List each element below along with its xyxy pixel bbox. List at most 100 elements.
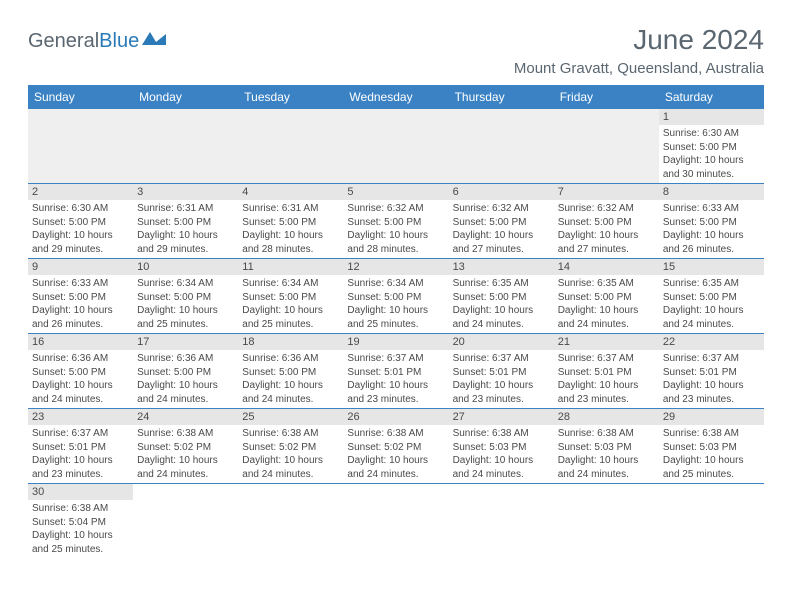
sunset-text: Sunset: 5:00 PM bbox=[558, 216, 655, 230]
daylight-text: and 23 minutes. bbox=[558, 393, 655, 407]
sunset-text: Sunset: 5:00 PM bbox=[663, 216, 760, 230]
sunrise-text: Sunrise: 6:38 AM bbox=[32, 502, 129, 516]
sunrise-text: Sunrise: 6:38 AM bbox=[347, 427, 444, 441]
daylight-text: Daylight: 10 hours bbox=[137, 454, 234, 468]
sunset-text: Sunset: 5:03 PM bbox=[663, 441, 760, 455]
sunset-text: Sunset: 5:02 PM bbox=[347, 441, 444, 455]
cell-body: Sunrise: 6:38 AMSunset: 5:02 PMDaylight:… bbox=[238, 425, 343, 483]
sunset-text: Sunset: 5:00 PM bbox=[242, 291, 339, 305]
daylight-text: and 23 minutes. bbox=[663, 393, 760, 407]
daylight-text: Daylight: 10 hours bbox=[347, 379, 444, 393]
daylight-text: Daylight: 10 hours bbox=[558, 454, 655, 468]
calendar-cell bbox=[343, 109, 448, 183]
sunset-text: Sunset: 5:03 PM bbox=[558, 441, 655, 455]
daylight-text: and 26 minutes. bbox=[32, 318, 129, 332]
calendar: SundayMondayTuesdayWednesdayThursdayFrid… bbox=[28, 85, 764, 558]
daylight-text: Daylight: 10 hours bbox=[663, 454, 760, 468]
day-number: 22 bbox=[659, 334, 764, 350]
daylight-text: and 23 minutes. bbox=[347, 393, 444, 407]
daylight-text: and 24 minutes. bbox=[242, 393, 339, 407]
sunrise-text: Sunrise: 6:33 AM bbox=[663, 202, 760, 216]
week-row: 23Sunrise: 6:37 AMSunset: 5:01 PMDayligh… bbox=[28, 409, 764, 484]
daylight-text: and 29 minutes. bbox=[32, 243, 129, 257]
calendar-cell: 17Sunrise: 6:36 AMSunset: 5:00 PMDayligh… bbox=[133, 334, 238, 408]
day-number: 11 bbox=[238, 259, 343, 275]
daylight-text: Daylight: 10 hours bbox=[663, 229, 760, 243]
daylight-text: and 27 minutes. bbox=[558, 243, 655, 257]
week-row: 1Sunrise: 6:30 AMSunset: 5:00 PMDaylight… bbox=[28, 109, 764, 184]
sunrise-text: Sunrise: 6:31 AM bbox=[137, 202, 234, 216]
daylight-text: and 24 minutes. bbox=[558, 318, 655, 332]
sunrise-text: Sunrise: 6:37 AM bbox=[347, 352, 444, 366]
sunrise-text: Sunrise: 6:38 AM bbox=[663, 427, 760, 441]
day-header: Wednesday bbox=[343, 85, 448, 109]
daylight-text: Daylight: 10 hours bbox=[453, 304, 550, 318]
day-number: 14 bbox=[554, 259, 659, 275]
day-number: 25 bbox=[238, 409, 343, 425]
sunset-text: Sunset: 5:00 PM bbox=[242, 366, 339, 380]
daylight-text: Daylight: 10 hours bbox=[558, 229, 655, 243]
daylight-text: Daylight: 10 hours bbox=[347, 454, 444, 468]
sunrise-text: Sunrise: 6:31 AM bbox=[242, 202, 339, 216]
cell-body: Sunrise: 6:35 AMSunset: 5:00 PMDaylight:… bbox=[659, 275, 764, 333]
sunset-text: Sunset: 5:01 PM bbox=[453, 366, 550, 380]
week-row: 2Sunrise: 6:30 AMSunset: 5:00 PMDaylight… bbox=[28, 184, 764, 259]
cell-body: Sunrise: 6:34 AMSunset: 5:00 PMDaylight:… bbox=[133, 275, 238, 333]
calendar-cell bbox=[133, 109, 238, 183]
calendar-cell: 16Sunrise: 6:36 AMSunset: 5:00 PMDayligh… bbox=[28, 334, 133, 408]
cell-body: Sunrise: 6:31 AMSunset: 5:00 PMDaylight:… bbox=[238, 200, 343, 258]
daylight-text: and 24 minutes. bbox=[347, 468, 444, 482]
daylight-text: Daylight: 10 hours bbox=[32, 379, 129, 393]
calendar-cell bbox=[449, 109, 554, 183]
cell-body: Sunrise: 6:30 AMSunset: 5:00 PMDaylight:… bbox=[28, 200, 133, 258]
sunrise-text: Sunrise: 6:36 AM bbox=[242, 352, 339, 366]
daylight-text: Daylight: 10 hours bbox=[242, 454, 339, 468]
cell-body: Sunrise: 6:36 AMSunset: 5:00 PMDaylight:… bbox=[238, 350, 343, 408]
week-row: 16Sunrise: 6:36 AMSunset: 5:00 PMDayligh… bbox=[28, 334, 764, 409]
daylight-text: Daylight: 10 hours bbox=[137, 379, 234, 393]
sunset-text: Sunset: 5:00 PM bbox=[663, 291, 760, 305]
sunset-text: Sunset: 5:00 PM bbox=[347, 291, 444, 305]
calendar-cell: 13Sunrise: 6:35 AMSunset: 5:00 PMDayligh… bbox=[449, 259, 554, 333]
calendar-cell: 12Sunrise: 6:34 AMSunset: 5:00 PMDayligh… bbox=[343, 259, 448, 333]
calendar-cell: 18Sunrise: 6:36 AMSunset: 5:00 PMDayligh… bbox=[238, 334, 343, 408]
daylight-text: and 24 minutes. bbox=[453, 468, 550, 482]
sunrise-text: Sunrise: 6:30 AM bbox=[32, 202, 129, 216]
sunset-text: Sunset: 5:00 PM bbox=[663, 141, 760, 155]
sunrise-text: Sunrise: 6:34 AM bbox=[242, 277, 339, 291]
day-number: 12 bbox=[343, 259, 448, 275]
cell-body: Sunrise: 6:38 AMSunset: 5:02 PMDaylight:… bbox=[133, 425, 238, 483]
cell-body: Sunrise: 6:32 AMSunset: 5:00 PMDaylight:… bbox=[449, 200, 554, 258]
calendar-cell: 8Sunrise: 6:33 AMSunset: 5:00 PMDaylight… bbox=[659, 184, 764, 258]
day-number: 13 bbox=[449, 259, 554, 275]
day-number: 30 bbox=[28, 484, 133, 500]
calendar-cell bbox=[554, 484, 659, 558]
day-number: 29 bbox=[659, 409, 764, 425]
daylight-text: and 24 minutes. bbox=[137, 393, 234, 407]
calendar-cell: 15Sunrise: 6:35 AMSunset: 5:00 PMDayligh… bbox=[659, 259, 764, 333]
day-number: 17 bbox=[133, 334, 238, 350]
flag-icon bbox=[141, 30, 167, 53]
day-number: 21 bbox=[554, 334, 659, 350]
calendar-cell: 26Sunrise: 6:38 AMSunset: 5:02 PMDayligh… bbox=[343, 409, 448, 483]
calendar-cell bbox=[449, 484, 554, 558]
daylight-text: Daylight: 10 hours bbox=[453, 379, 550, 393]
sunrise-text: Sunrise: 6:35 AM bbox=[663, 277, 760, 291]
day-header: Saturday bbox=[659, 85, 764, 109]
day-number: 5 bbox=[343, 184, 448, 200]
calendar-cell: 25Sunrise: 6:38 AMSunset: 5:02 PMDayligh… bbox=[238, 409, 343, 483]
day-number: 28 bbox=[554, 409, 659, 425]
daylight-text: and 28 minutes. bbox=[242, 243, 339, 257]
day-number: 9 bbox=[28, 259, 133, 275]
cell-body: Sunrise: 6:36 AMSunset: 5:00 PMDaylight:… bbox=[28, 350, 133, 408]
sunrise-text: Sunrise: 6:37 AM bbox=[663, 352, 760, 366]
cell-body: Sunrise: 6:38 AMSunset: 5:03 PMDaylight:… bbox=[659, 425, 764, 483]
daylight-text: and 25 minutes. bbox=[32, 543, 129, 557]
daylight-text: and 23 minutes. bbox=[32, 468, 129, 482]
daylight-text: and 24 minutes. bbox=[32, 393, 129, 407]
sunset-text: Sunset: 5:00 PM bbox=[558, 291, 655, 305]
daylight-text: and 30 minutes. bbox=[663, 168, 760, 182]
sunrise-text: Sunrise: 6:37 AM bbox=[558, 352, 655, 366]
sunrise-text: Sunrise: 6:37 AM bbox=[32, 427, 129, 441]
sunset-text: Sunset: 5:00 PM bbox=[32, 291, 129, 305]
